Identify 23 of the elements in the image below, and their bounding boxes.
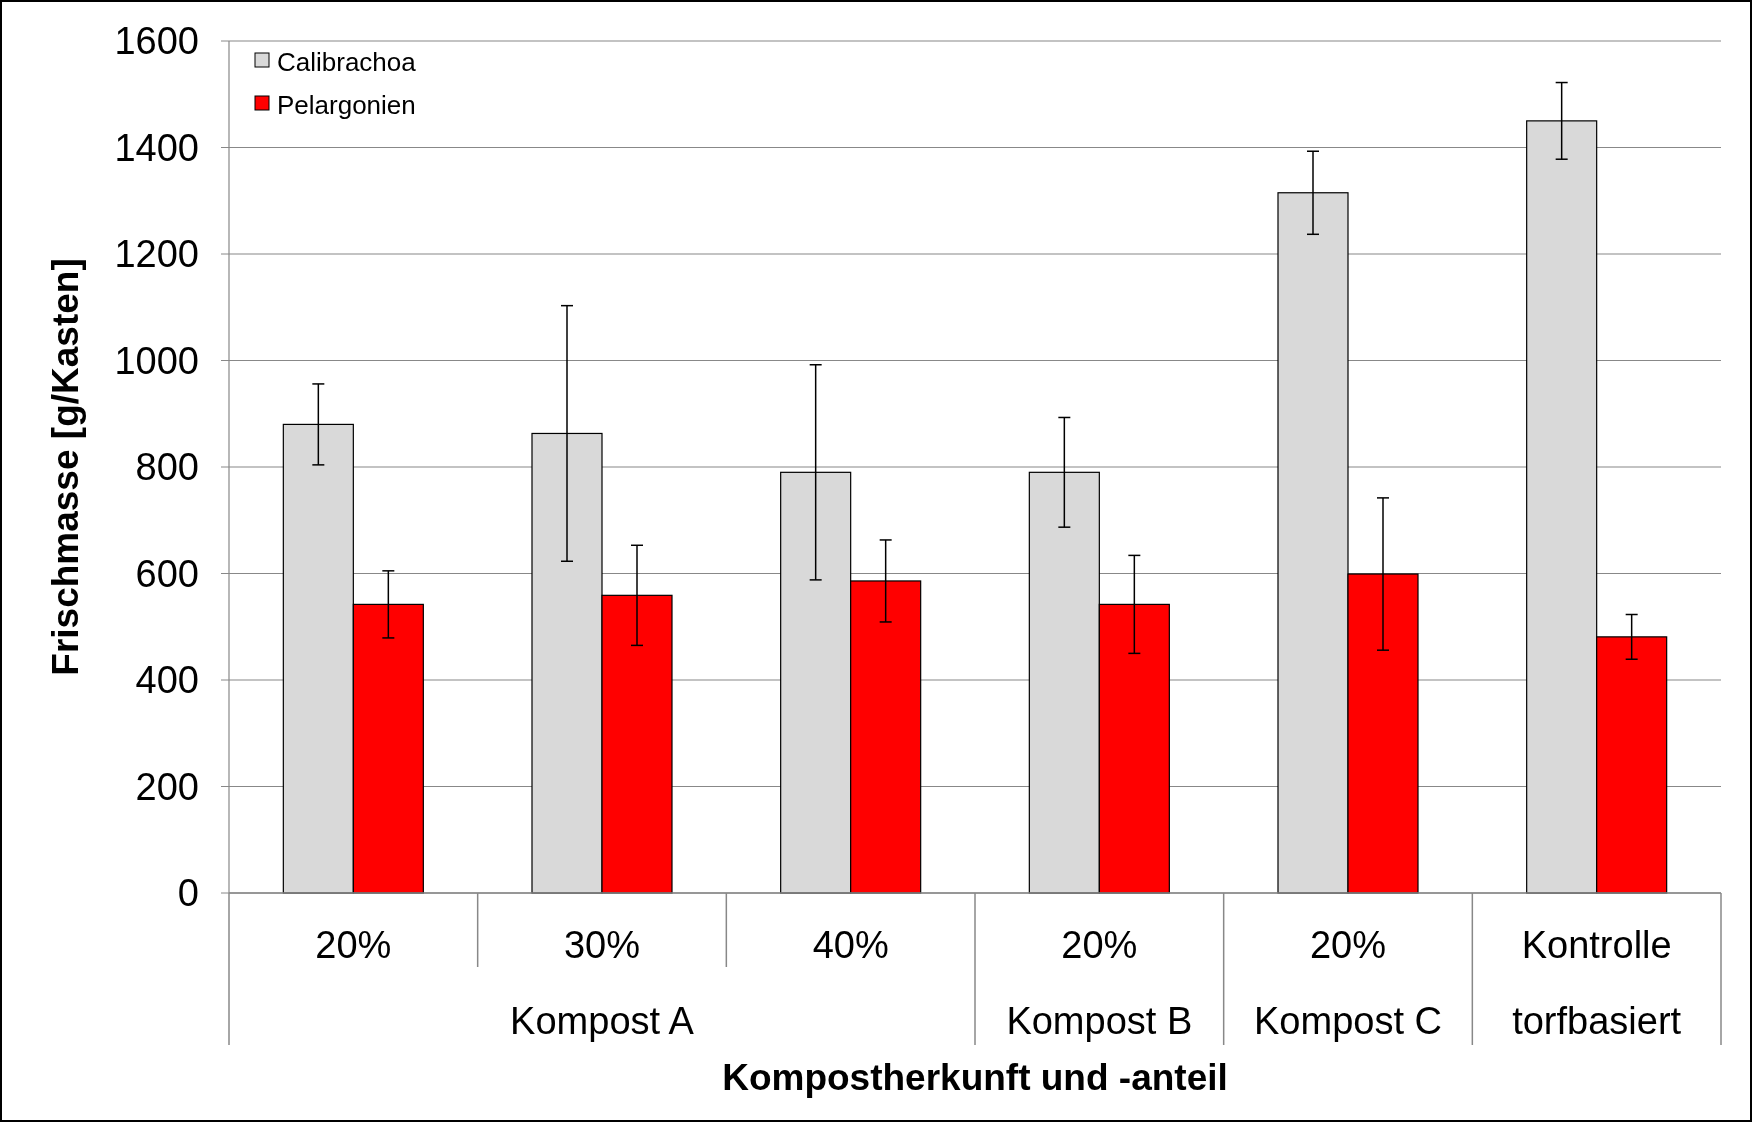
text: torfbasiert: [1512, 1000, 1682, 1042]
x-tick-label: 20%: [1309, 924, 1387, 966]
x-tick-label: Kontrolle: [1521, 924, 1672, 966]
x-tick-label: 20%: [1061, 924, 1138, 966]
y-tick-label: 1600: [114, 20, 199, 63]
y-tick-label: 200: [135, 765, 199, 808]
y-tick-label: 1200: [114, 233, 199, 276]
x-axis-title: Kompostherkunft und -anteil: [722, 1057, 1228, 1098]
text: Kompost A: [510, 1000, 695, 1042]
x-tick-label: 20%: [315, 924, 392, 966]
y-tick-label: 1400: [114, 126, 199, 169]
y-tick-label: 0: [177, 872, 199, 915]
text: Kompost B: [1006, 1000, 1193, 1042]
y-tick-label: 1000: [114, 339, 199, 382]
legend-label: Calibrachoa: [277, 47, 417, 78]
y-tick-label: 600: [135, 552, 199, 595]
x-tick-label: 40%: [812, 924, 889, 966]
y-axis-title: Frischmasse [g/Kasten]: [45, 258, 86, 676]
legend-label: Pelargonien: [277, 90, 416, 121]
y-tick-label: 800: [135, 446, 199, 489]
x-tick-label: 30%: [563, 924, 641, 966]
y-tick-label: 400: [135, 659, 199, 702]
text: Kompost C: [1254, 1000, 1442, 1042]
